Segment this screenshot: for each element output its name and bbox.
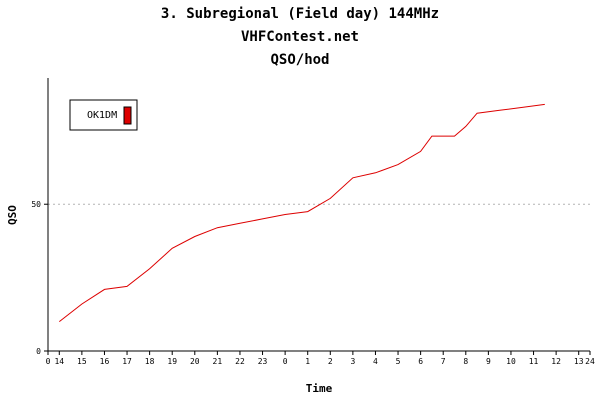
x-tick-label: 24 (585, 357, 595, 366)
x-tick-label: 5 (396, 357, 401, 366)
x-tick-label: 6 (418, 357, 423, 366)
x-tick-label: 13 (574, 357, 584, 366)
chart-title: 3. Subregional (Field day) 144MHz (160, 6, 440, 22)
x-tick-label: 7 (441, 357, 446, 366)
x-tick-label: 17 (122, 357, 132, 366)
chart-subtitle: QSO/hod (270, 52, 330, 68)
x-tick-label: 16 (100, 357, 110, 366)
x-tick-label: 1 (305, 357, 310, 366)
chart-site-name: VHFContest.net (240, 29, 359, 45)
x-tick-label: 14 (54, 357, 64, 366)
x-tick-label: 9 (486, 357, 491, 366)
x-tick-label: 8 (463, 357, 468, 366)
x-tick-label: 2 (328, 357, 333, 366)
x-tick-label: 12 (551, 357, 561, 366)
y-axis-label: QSO (6, 205, 19, 225)
legend-series-label: OK1DM (87, 110, 117, 121)
legend-series-swatch (123, 106, 132, 125)
x-tick-label: 15 (77, 357, 87, 366)
x-axis-label: Time (306, 382, 333, 395)
x-tick-label: 0 (283, 357, 288, 366)
x-tick-label: 18 (145, 357, 155, 366)
x-tick-label: 3 (350, 357, 355, 366)
y-tick-label: 0 (36, 347, 41, 356)
x-tick-label: 10 (506, 357, 516, 366)
x-tick-label: 21 (213, 357, 223, 366)
x-tick-label: 23 (258, 357, 268, 366)
y-tick-label: 50 (31, 200, 41, 209)
x-tick-label: 20 (190, 357, 200, 366)
legend: OK1DM (69, 99, 138, 131)
x-tick-label: 19 (167, 357, 177, 366)
x-tick-label: 4 (373, 357, 378, 366)
series-layer (58, 103, 545, 322)
x-tick-label: 0 (46, 357, 51, 366)
x-tick-label: 22 (235, 357, 245, 366)
x-tick-label: 11 (529, 357, 539, 366)
series-line-OK1DM (58, 103, 545, 322)
